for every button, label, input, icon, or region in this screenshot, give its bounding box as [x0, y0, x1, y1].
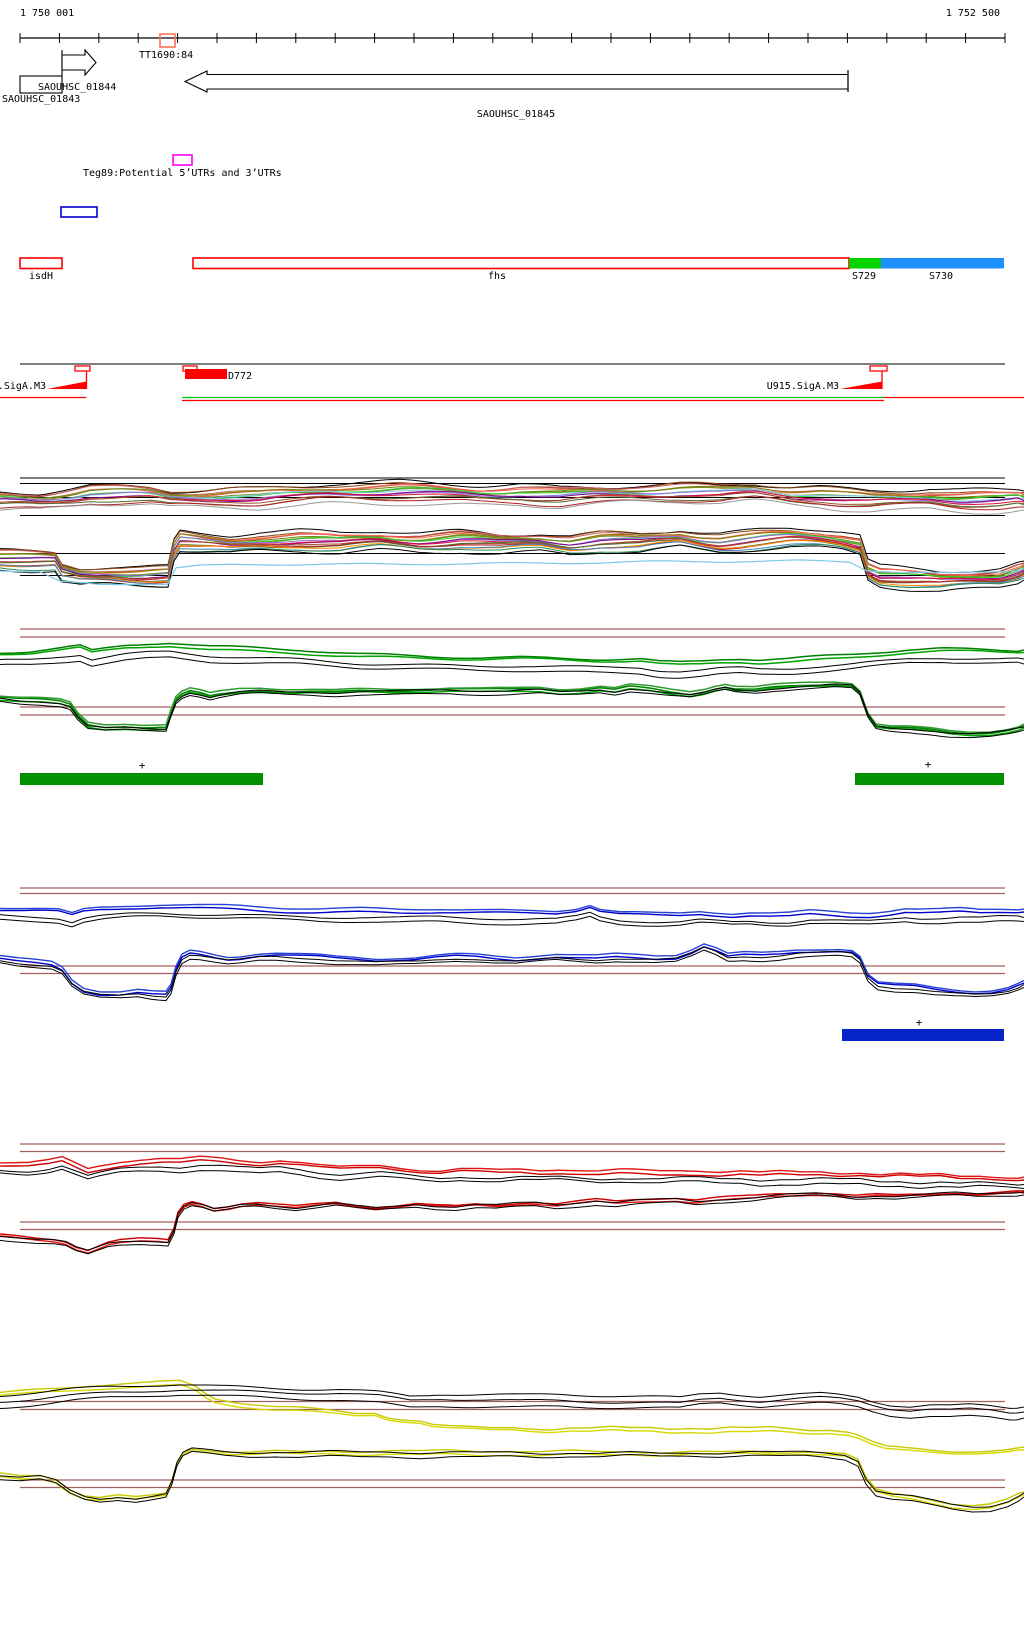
- promoter-right-ramp-icon[interactable]: [840, 381, 882, 390]
- track-5-yellow-lower-black-series-0: [0, 1447, 1024, 1508]
- track-2-green-lower-black-series-1: [0, 686, 1024, 739]
- promoter-left-ramp-icon[interactable]: [47, 381, 87, 390]
- utr-feature-box-magenta[interactable]: [172, 154, 193, 166]
- promoter-d772-label: D772: [228, 371, 252, 382]
- track-1-all-conditions-upper-series-12: [0, 495, 1024, 508]
- promoter-right-label: U915.SigA.M3: [767, 381, 839, 392]
- track-1-all-conditions-upper-series-14: [0, 498, 1024, 515]
- expression-tracks-layer: + + +: [0, 477, 1024, 1513]
- track-4-red-lower-red-series-1: [0, 1191, 1024, 1254]
- gene-label-saouhsc-01844: SAOUHSC_01844: [38, 82, 116, 93]
- region-bar-green-left-rect[interactable]: [20, 773, 263, 785]
- region-bar-green-right[interactable]: +: [855, 758, 1004, 785]
- tt1690-label: TT1690:84: [139, 50, 193, 61]
- gene-arrow-saouhsc-01845[interactable]: [183, 70, 849, 93]
- track-5-yellow-upper-black-series-0: [0, 1384, 1024, 1409]
- feature-label-fhs: fhs: [488, 271, 506, 282]
- track-2-green-upper-green-series-1: [0, 645, 1024, 665]
- track-1-all-conditions-sky-series-0: [0, 559, 1024, 586]
- ruler-highlight-box[interactable]: [159, 33, 176, 48]
- track-5-yellow-upper-yellow-series-0: [0, 1379, 1024, 1454]
- region-bar-blue-rect[interactable]: [842, 1029, 1004, 1041]
- feature-label-s729: S729: [852, 271, 876, 282]
- feature-label-s730: S730: [929, 271, 953, 282]
- track-1-all-conditions-upper-series-13: [0, 495, 1024, 511]
- gene-label-saouhsc-01845: SAOUHSC_01845: [477, 109, 555, 120]
- gene-label-saouhsc-01843: SAOUHSC_01843: [2, 94, 80, 105]
- track-4-red-upper-black-series-1: [0, 1168, 1024, 1189]
- feature-box-s730[interactable]: [881, 258, 1004, 269]
- gene-box-saouhsc-01843[interactable]: [19, 75, 63, 94]
- feature-box-s729[interactable]: [849, 258, 881, 269]
- ruler-ticks: [19, 33, 1006, 43]
- region-bar-blue[interactable]: +: [842, 1016, 1004, 1041]
- track-5-yellow: [0, 1379, 1024, 1513]
- track-4-red-upper-red-series-0: [0, 1159, 1024, 1182]
- promoter-d772-block[interactable]: [185, 369, 227, 379]
- feature-label-isdh: isdH: [29, 271, 53, 282]
- track-2-green-upper-black-series-1: [0, 656, 1024, 679]
- track-2-green-upper-green-series-0: [0, 642, 1024, 663]
- track-4-red-upper-red-series-1: [0, 1155, 1024, 1180]
- track-5-yellow-upper-black-series-1: [0, 1389, 1024, 1414]
- utr-row-label: Teg89:Potential 5’UTRs and 3’UTRs: [83, 168, 282, 179]
- gene-arrow-saouhsc-01844[interactable]: [61, 48, 97, 77]
- ruler-start-coordinate: 1 750 001: [20, 8, 74, 19]
- utr-feature-box-blue[interactable]: [60, 206, 98, 218]
- track-4-red-lower-black-series-1: [0, 1193, 1024, 1255]
- promoter-left-anchor-box[interactable]: [74, 365, 91, 372]
- track-2-green-upper-black-series-0: [0, 650, 1024, 673]
- track-4-red-lower-red-series-0: [0, 1190, 1024, 1252]
- ruler-end-coordinate: 1 752 500: [946, 8, 1000, 19]
- track-1-all-conditions-upper-series-0: [0, 478, 1024, 496]
- feature-box-isdh[interactable]: [19, 257, 63, 270]
- track-2-green-lower-black-series-0: [0, 683, 1024, 735]
- track-4-red: [0, 1143, 1024, 1255]
- track-2-green-lower-green-series-0: [0, 684, 1024, 735]
- region-bar-green-right-rect[interactable]: [855, 773, 1004, 785]
- track-3-blue-upper-blue-series-1: [0, 903, 1024, 916]
- track-3-blue-upper-blue-series-0: [0, 906, 1024, 919]
- region-bar-blue-strand-plus-label: +: [916, 1016, 923, 1029]
- region-bar-green-right-strand-plus-label: +: [925, 758, 932, 771]
- track-2-green: [0, 628, 1024, 739]
- track-1-all-conditions: [0, 477, 1024, 592]
- region-bar-green-left-strand-plus-label: +: [139, 759, 146, 772]
- track-3-blue-lower-blue-series-0: [0, 946, 1024, 997]
- track-3-blue-lower-blue-series-1: [0, 943, 1024, 993]
- track-3-blue-upper-black-series-1: [0, 915, 1024, 928]
- track-3-blue-lower-black-series-1: [0, 949, 1024, 1002]
- promoter-left-label: .SigA.M3: [0, 381, 46, 392]
- feature-box-fhs[interactable]: [192, 257, 850, 270]
- track-5-yellow-upper-yellow-series-1: [0, 1383, 1024, 1455]
- track-5-yellow-lower-black-series-1: [0, 1450, 1024, 1513]
- track-3-blue: [0, 887, 1024, 1002]
- track-4-red-lower-black-series-0: [0, 1191, 1024, 1251]
- track-3-blue-lower-black-series-0: [0, 946, 1024, 998]
- promoter-right-anchor-box[interactable]: [869, 365, 888, 372]
- track-3-blue-upper-black-series-0: [0, 911, 1024, 924]
- track-4-red-upper-black-series-0: [0, 1164, 1024, 1186]
- track-2-green-lower-green-series-2: [0, 681, 1024, 734]
- region-bar-green-left[interactable]: +: [20, 759, 263, 785]
- track-5-yellow-upper-black-series-2: [0, 1394, 1024, 1421]
